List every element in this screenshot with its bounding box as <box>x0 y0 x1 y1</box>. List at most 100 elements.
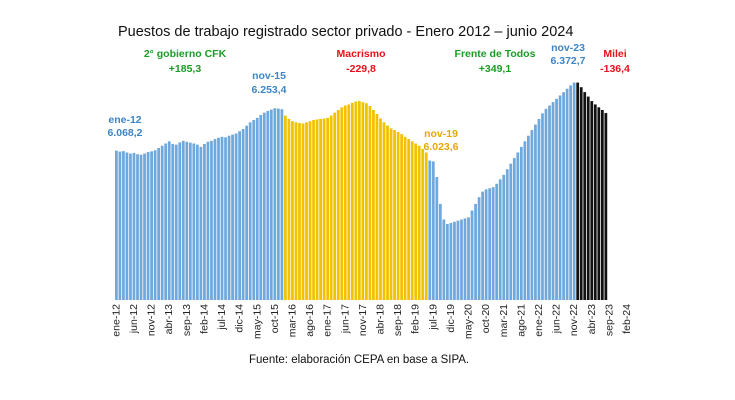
x-tick-label: ago-21 <box>515 304 527 337</box>
x-tick-label: ene-12 <box>110 304 122 337</box>
bar <box>382 122 386 300</box>
bar <box>206 141 210 300</box>
x-tick-label: may-20 <box>463 304 475 339</box>
chart-title: Puestos de trabajo registrado sector pri… <box>118 24 573 40</box>
bar <box>227 135 231 300</box>
bar <box>276 108 280 300</box>
bar <box>365 103 368 300</box>
bar <box>203 143 206 300</box>
x-tick-label: may-15 <box>251 304 263 339</box>
bar <box>181 140 185 300</box>
bar <box>593 104 597 300</box>
bar <box>308 121 312 301</box>
bar <box>354 101 358 300</box>
bar <box>269 109 273 300</box>
bar <box>210 140 213 300</box>
bar <box>470 210 474 300</box>
bar <box>537 118 541 300</box>
bar <box>583 92 587 301</box>
x-tick-label: nov-17 <box>357 304 369 336</box>
bar <box>410 141 414 300</box>
bar <box>287 118 291 300</box>
bar <box>150 151 153 300</box>
bar <box>143 153 146 300</box>
annotation-label: nov-15 <box>252 70 286 82</box>
bar <box>565 88 569 300</box>
bar <box>477 197 481 300</box>
bar <box>400 134 403 300</box>
annotation-label: nov-19 <box>424 128 458 140</box>
bar <box>326 117 330 300</box>
bar <box>241 129 245 300</box>
bar <box>389 128 393 300</box>
bar <box>234 133 238 300</box>
bar <box>171 143 175 300</box>
annotation-label: Frente de Todos <box>455 48 536 60</box>
bar <box>438 203 442 300</box>
annotation-label: 6.023,6 <box>423 141 458 153</box>
bar <box>368 105 372 300</box>
bar <box>417 145 421 300</box>
bar <box>192 143 196 300</box>
bar <box>396 131 400 300</box>
bar <box>481 191 484 300</box>
x-tick-label: jun-12 <box>128 304 140 334</box>
annotation-label: ene-12 <box>108 114 141 126</box>
bar <box>312 120 315 300</box>
bar <box>129 153 132 300</box>
x-tick-label: abr-13 <box>163 304 175 335</box>
annotations-group: 2° gobierno CFK +185,3 Macrismo -229,8 Frent… <box>107 42 630 153</box>
bar <box>160 145 164 300</box>
bar <box>132 152 136 300</box>
bar <box>350 102 354 300</box>
bar <box>519 146 523 300</box>
bar <box>315 119 319 300</box>
x-tick-label: mar-21 <box>498 304 510 337</box>
bar <box>245 125 249 301</box>
bar <box>164 143 168 300</box>
annotation-label: -136,4 <box>600 63 630 75</box>
bar <box>414 143 418 300</box>
bar <box>548 105 551 300</box>
bar <box>569 85 573 300</box>
bar <box>333 112 337 301</box>
bar <box>146 152 150 300</box>
bar <box>586 96 590 300</box>
x-tick-label: feb-14 <box>198 304 210 334</box>
annotation-label: 6.372,7 <box>550 55 585 67</box>
x-tick-label: mar-16 <box>287 304 299 337</box>
bar <box>544 108 548 300</box>
x-tick-label: feb-19 <box>410 304 422 334</box>
bar <box>509 163 513 300</box>
bar <box>474 203 477 300</box>
bar <box>541 113 544 300</box>
bar <box>125 152 129 300</box>
bar <box>431 161 435 300</box>
bar <box>262 112 266 301</box>
bar <box>403 136 407 300</box>
source-note: Fuente: elaboración CEPA en base a SIPA. <box>249 354 469 366</box>
x-tick-label: jun-22 <box>551 304 563 334</box>
bar <box>467 217 470 300</box>
bar <box>491 187 495 300</box>
x-tick-label: nov-22 <box>568 304 580 336</box>
bar <box>294 122 298 300</box>
bar <box>122 151 125 300</box>
annotation-label: nov-23 <box>551 42 585 54</box>
bar <box>343 105 347 300</box>
bar <box>178 142 182 300</box>
bar <box>453 221 456 300</box>
bar <box>174 144 178 300</box>
bar <box>558 95 562 300</box>
x-tick-label: ago-16 <box>304 304 316 337</box>
bar <box>372 110 375 300</box>
bar <box>534 124 537 300</box>
bar <box>157 148 161 300</box>
bar <box>217 137 220 300</box>
bar <box>551 102 555 301</box>
bar <box>512 158 516 300</box>
bar <box>424 152 428 300</box>
bar <box>527 135 530 300</box>
bar <box>220 136 224 300</box>
